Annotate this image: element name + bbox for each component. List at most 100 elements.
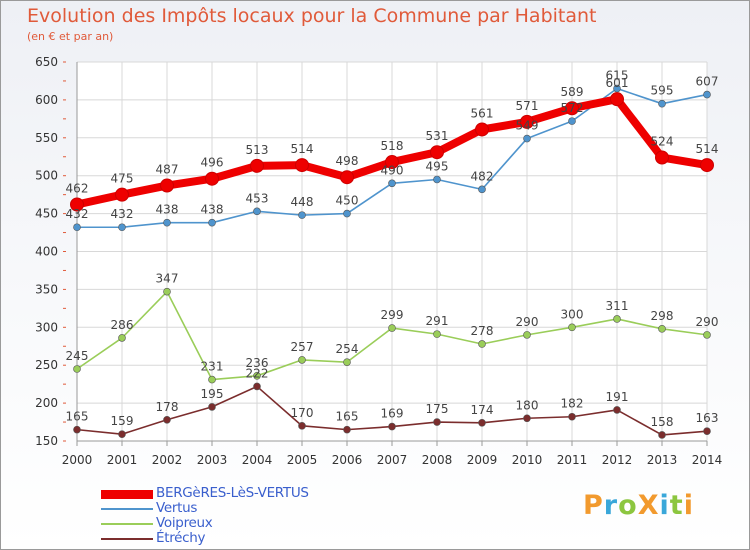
data-point [613,84,621,93]
data-point [565,101,579,116]
data-point [658,325,666,333]
data-label: 496 [201,156,224,170]
logo-letter: P [583,490,604,521]
data-label: 518 [381,139,404,153]
data-point [568,117,576,125]
data-point [160,178,174,193]
data-label: 571 [516,99,539,113]
y-tick-label: 550 [35,131,58,145]
data-point [478,419,486,427]
data-point [523,414,531,423]
data-point [163,415,171,424]
data-label: 475 [111,172,134,186]
data-point [73,223,81,232]
data-label: 254 [336,342,359,356]
data-label: 448 [291,195,314,209]
data-point [658,431,666,439]
y-tick-label: 500 [35,169,58,183]
data-point [250,158,264,173]
data-label: 286 [111,318,134,332]
data-label: 182 [561,397,584,411]
data-point [655,150,669,165]
logo-letter: i [659,490,670,521]
data-point [388,324,396,332]
logo-letter: t [669,490,684,521]
x-tick-label: 2000 [62,453,93,467]
data-point [205,171,219,186]
data-point [568,323,576,332]
data-label: 531 [426,129,449,143]
data-label: 299 [381,308,404,322]
data-label: 513 [246,143,269,157]
data-point [520,114,534,129]
chart-subtitle: (en € et par an) [27,30,114,43]
data-label: 180 [516,398,539,412]
data-label: 170 [291,406,314,420]
data-point [298,422,306,430]
data-point [613,315,621,323]
data-point [703,331,711,339]
data-point [115,187,129,202]
data-point [430,145,444,160]
logo-letter: X [637,490,660,521]
data-point [703,427,711,435]
data-point [70,197,84,212]
data-point [163,218,171,227]
data-point [523,134,531,143]
data-point [118,223,126,232]
data-label: 432 [66,207,89,221]
data-point [523,331,531,339]
legend-label: Voipreux [156,515,213,531]
data-label: 174 [471,403,494,417]
data-label: 257 [291,340,314,354]
data-label: 169 [381,407,404,421]
logo-letter: o [618,490,638,521]
data-point [118,334,126,342]
data-point [118,430,126,438]
y-tick-label: 350 [35,282,58,296]
x-tick-label: 2010 [512,453,543,467]
data-point [388,179,396,188]
data-label: 490 [381,163,404,177]
data-point [433,418,441,426]
data-label: 159 [111,414,134,428]
legend-label: BERGèRES-LèS-VERTUS [156,485,309,501]
data-point [478,340,486,348]
data-label: 615 [606,69,629,83]
data-label: 290 [696,315,719,329]
data-label: 549 [516,119,539,133]
x-tick-label: 2001 [107,453,138,467]
data-point [298,211,306,219]
data-point [298,356,306,364]
legend-label: Étréchy [156,530,206,546]
data-point [253,207,261,216]
data-point [73,425,81,434]
data-label: 300 [561,307,584,321]
legend-swatch [101,538,153,540]
data-label: 524 [651,135,674,149]
data-point [253,372,261,380]
x-tick-label: 2003 [197,453,228,467]
data-point [163,287,171,296]
legend-swatch [101,508,153,510]
x-tick-label: 2004 [242,453,273,467]
data-label: 462 [66,182,89,196]
data-label: 158 [651,415,674,429]
data-label: 175 [426,402,449,416]
y-tick-label: 300 [35,320,58,334]
data-point [478,185,486,194]
data-label: 278 [471,324,494,338]
data-label: 311 [606,299,629,313]
x-tick-label: 2009 [467,453,498,467]
data-label: 514 [696,142,719,156]
data-point [208,218,216,227]
data-label: 561 [471,106,494,120]
data-point [208,375,216,384]
data-label: 290 [516,315,539,329]
data-label: 298 [651,309,674,323]
data-point [433,330,441,338]
data-label: 607 [696,75,719,89]
y-tick-label: 400 [35,245,58,259]
data-label: 595 [651,84,674,98]
